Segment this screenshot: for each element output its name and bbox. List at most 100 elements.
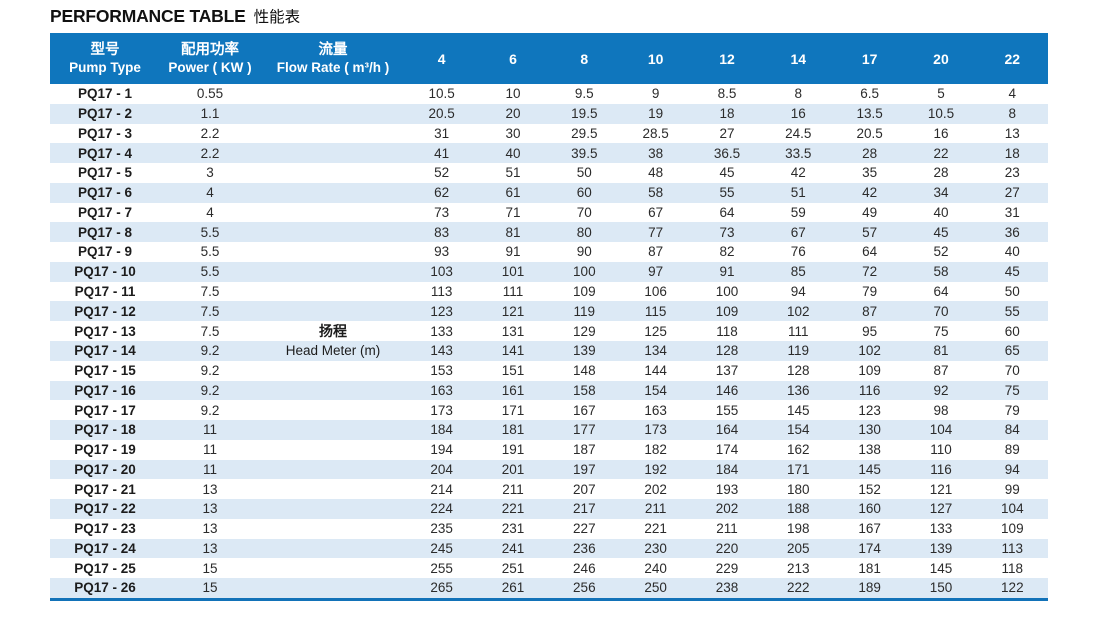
table-row: PQ17 - 25 15 255 251 246 240 229 213 181 145 118 <box>50 558 1048 578</box>
value-cell: 133 <box>430 323 453 339</box>
value-cell: 111 <box>502 283 524 299</box>
power-cell: 9.2 <box>160 341 260 361</box>
value-cell: 80 <box>548 222 620 242</box>
value-cell: 83 <box>406 222 478 242</box>
table-row: PQ17 - 18 11 184 181 177 173 164 154 130 104 84 <box>50 420 1048 440</box>
value-cell: 13.5 <box>833 103 906 124</box>
pump-type-cell: PQ17 - 5 <box>77 165 133 181</box>
pump-type-cell: PQ17 - 20 <box>50 459 160 480</box>
value-cell: 81 <box>477 222 549 242</box>
head-note-cell <box>260 361 406 381</box>
value-cell: 191 <box>501 442 525 458</box>
value-cell: 97 <box>619 261 692 282</box>
value-cell: 27 <box>976 182 1048 203</box>
value-cell: 34 <box>905 182 977 203</box>
value-cell: 163 <box>644 402 667 418</box>
value-cell: 119 <box>548 301 620 321</box>
value-cell: 35 <box>862 165 878 181</box>
value-cell: 101 <box>477 261 549 282</box>
power-cell: 2.2 <box>200 125 220 141</box>
power-cell: 9.2 <box>200 363 220 379</box>
value-cell: 109 <box>1001 521 1024 537</box>
value-cell: 211 <box>716 521 738 537</box>
head-note-cell <box>260 301 406 321</box>
value-cell: 214 <box>430 481 453 497</box>
value-cell: 45 <box>719 165 735 181</box>
pump-type-cell: PQ17 - 12 <box>50 301 160 321</box>
value-cell: 20.5 <box>406 103 478 124</box>
value-cell: 113 <box>430 283 453 299</box>
power-cell: 11 <box>160 459 260 480</box>
power-cell: 13 <box>202 481 218 497</box>
pump-type-cell: PQ17 - 6 <box>50 182 160 203</box>
value-cell: 13 <box>1004 125 1020 141</box>
power-cell: 5.5 <box>160 261 260 282</box>
value-cell: 221 <box>644 521 667 537</box>
value-cell: 109 <box>858 363 881 379</box>
value-cell: 121 <box>477 301 549 321</box>
value-cell: 45 <box>905 222 977 242</box>
power-cell: 5.5 <box>200 244 220 260</box>
value-cell: 20 <box>477 103 549 124</box>
col-header-flow-rate-en: Flow Rate ( m³/h ) <box>276 60 390 75</box>
head-note-cell <box>260 558 406 578</box>
value-cell: 130 <box>833 420 906 440</box>
value-cell: 131 <box>501 323 525 339</box>
value-cell: 141 <box>477 341 549 361</box>
value-cell: 57 <box>833 222 906 242</box>
value-cell: 104 <box>905 420 977 440</box>
value-cell: 177 <box>548 420 620 440</box>
performance-table: 型号 Pump Type 配用功率 Power ( KW ) 流量 Flow R… <box>50 33 1048 601</box>
value-cell: 162 <box>787 442 810 458</box>
value-cell: 164 <box>691 420 763 440</box>
table-row: PQ17 - 2 1.1 20.5 20 19.5 19 18 16 13.5 10.5 8 <box>50 103 1048 124</box>
table-row: PQ17 - 8 5.5 83 81 80 77 73 67 57 45 36 <box>50 222 1048 242</box>
value-cell: 204 <box>406 459 478 480</box>
col-header-flow-rate-zh: 流量 <box>318 42 348 58</box>
power-cell: 7.5 <box>200 283 220 299</box>
value-cell: 61 <box>477 182 549 203</box>
value-cell: 129 <box>573 323 596 339</box>
value-cell: 41 <box>406 143 478 163</box>
value-cell: 128 <box>787 363 810 379</box>
power-cell: 13 <box>160 499 260 519</box>
value-cell: 100 <box>715 283 739 299</box>
value-cell: 10 <box>505 86 521 102</box>
value-cell: 58 <box>619 182 692 203</box>
value-cell: 148 <box>573 363 596 379</box>
value-cell: 31 <box>434 125 450 141</box>
col-header-power: 配用功率 Power ( KW ) <box>160 33 260 84</box>
value-cell: 28.5 <box>642 125 669 141</box>
pump-type-cell: PQ17 - 17 <box>74 402 136 418</box>
value-cell: 116 <box>833 380 906 401</box>
pump-type-cell: PQ17 - 18 <box>50 420 160 440</box>
value-cell: 39.5 <box>548 143 620 163</box>
col-header-pump-type-zh: 型号 <box>90 42 120 58</box>
value-cell: 49 <box>862 204 878 220</box>
value-cell: 64 <box>862 244 878 260</box>
value-cell: 50 <box>576 165 592 181</box>
value-cell: 70 <box>905 301 977 321</box>
value-cell: 160 <box>833 499 906 519</box>
value-cell: 98 <box>933 402 949 418</box>
col-header-flow-4: 4 <box>406 33 478 84</box>
pump-type-cell: PQ17 - 15 <box>74 363 136 379</box>
head-note-cell <box>260 143 406 163</box>
value-cell: 180 <box>787 481 810 497</box>
head-note-cell <box>260 103 406 124</box>
power-cell: 9.2 <box>160 380 260 401</box>
table-row: PQ17 - 5 3 52 51 50 48 45 42 35 28 23 <box>50 163 1048 183</box>
power-cell: 3 <box>206 165 214 181</box>
value-cell: 87 <box>933 363 949 379</box>
value-cell: 125 <box>644 323 667 339</box>
value-cell: 48 <box>648 165 664 181</box>
value-cell: 173 <box>430 402 453 418</box>
value-cell: 51 <box>762 182 834 203</box>
value-cell: 5 <box>937 86 945 102</box>
value-cell: 60 <box>1004 323 1020 339</box>
value-cell: 151 <box>501 363 525 379</box>
table-row: PQ17 - 11 7.5 113 111 109 106 100 94 79 64 50 <box>50 282 1048 302</box>
value-cell: 9.5 <box>574 86 594 102</box>
table-row: PQ17 - 19 11 194 191 187 182 174 162 138 110 89 <box>50 440 1048 460</box>
